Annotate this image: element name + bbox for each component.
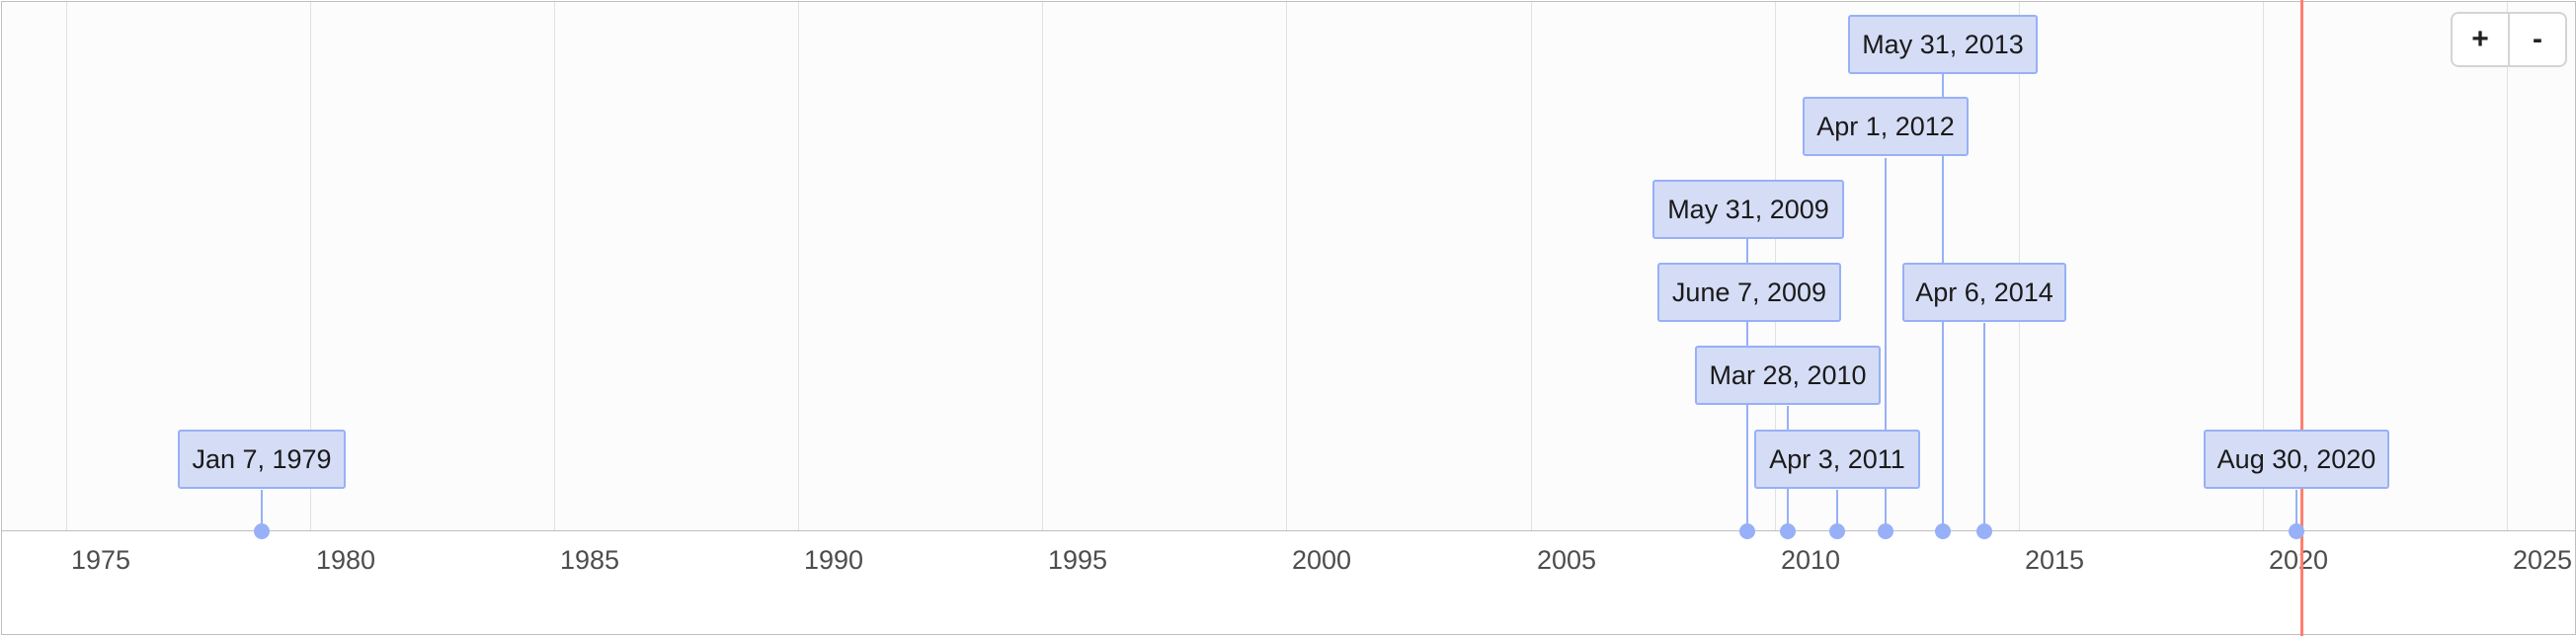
axis-tick-label: 1990 <box>804 545 864 575</box>
item-dot[interactable] <box>1780 523 1796 539</box>
grid-line <box>1286 2 1287 590</box>
axis-tick-label: 2025 <box>2513 545 2573 575</box>
grid-line <box>310 2 311 590</box>
item-connector-line <box>1836 490 1838 531</box>
grid-line <box>2507 2 2508 590</box>
axis-tick-label: 2020 <box>2269 545 2329 575</box>
grid-line <box>66 2 67 590</box>
time-axis: 1975 1980 1985 1990 1995 2000 2005 2010 … <box>2 530 2575 591</box>
axis-tick-label: 1995 <box>1048 545 1108 575</box>
item-dot[interactable] <box>1878 523 1893 539</box>
axis-tick-label: 2000 <box>1292 545 1352 575</box>
axis-tick-label: 2015 <box>2025 545 2085 575</box>
timeline-item-box[interactable]: Apr 1, 2012 <box>1803 97 1969 156</box>
timeline-item-box[interactable]: Apr 3, 2011 <box>1754 430 1920 489</box>
grid-line <box>798 2 799 590</box>
item-connector-line <box>1983 323 1985 531</box>
timeline-item-box[interactable]: May 31, 2013 <box>1848 15 2038 74</box>
item-dot[interactable] <box>254 523 270 539</box>
timeline-item-box[interactable]: Apr 6, 2014 <box>1902 263 2066 322</box>
item-dot[interactable] <box>1739 523 1755 539</box>
item-dot[interactable] <box>1829 523 1845 539</box>
axis-tick-label: 1985 <box>560 545 620 575</box>
axis-tick-label: 1975 <box>71 545 131 575</box>
timeline-item-box[interactable]: Mar 28, 2010 <box>1695 346 1881 405</box>
item-dot[interactable] <box>2289 523 2304 539</box>
item-dot[interactable] <box>1935 523 1951 539</box>
item-connector-line <box>1746 323 1748 531</box>
zoom-in-button[interactable]: + <box>2471 23 2489 55</box>
grid-line <box>554 2 555 590</box>
axis-tick-label: 1980 <box>316 545 376 575</box>
grid-line <box>1042 2 1043 590</box>
zoom-controls: + - <box>2451 12 2567 67</box>
item-dot[interactable] <box>1976 523 1992 539</box>
current-time-marker[interactable] <box>2300 0 2303 636</box>
axis-tick-label: 2010 <box>1781 545 1841 575</box>
timeline-center-panel[interactable] <box>2 2 2575 530</box>
zoom-out-button[interactable]: - <box>2508 14 2565 65</box>
timeline-item-box[interactable]: June 7, 2009 <box>1657 263 1841 322</box>
item-connector-line <box>1885 158 1887 531</box>
timeline-item-box[interactable]: Aug 30, 2020 <box>2204 430 2389 489</box>
item-connector-line <box>261 490 263 531</box>
grid-line <box>2263 2 2264 590</box>
axis-tick-label: 2005 <box>1537 545 1597 575</box>
timeline-item-box[interactable]: Jan 7, 1979 <box>178 430 346 489</box>
timeline-item-box[interactable]: May 31, 2009 <box>1652 180 1844 239</box>
grid-line <box>1531 2 1532 590</box>
item-connector-line <box>2295 490 2297 531</box>
